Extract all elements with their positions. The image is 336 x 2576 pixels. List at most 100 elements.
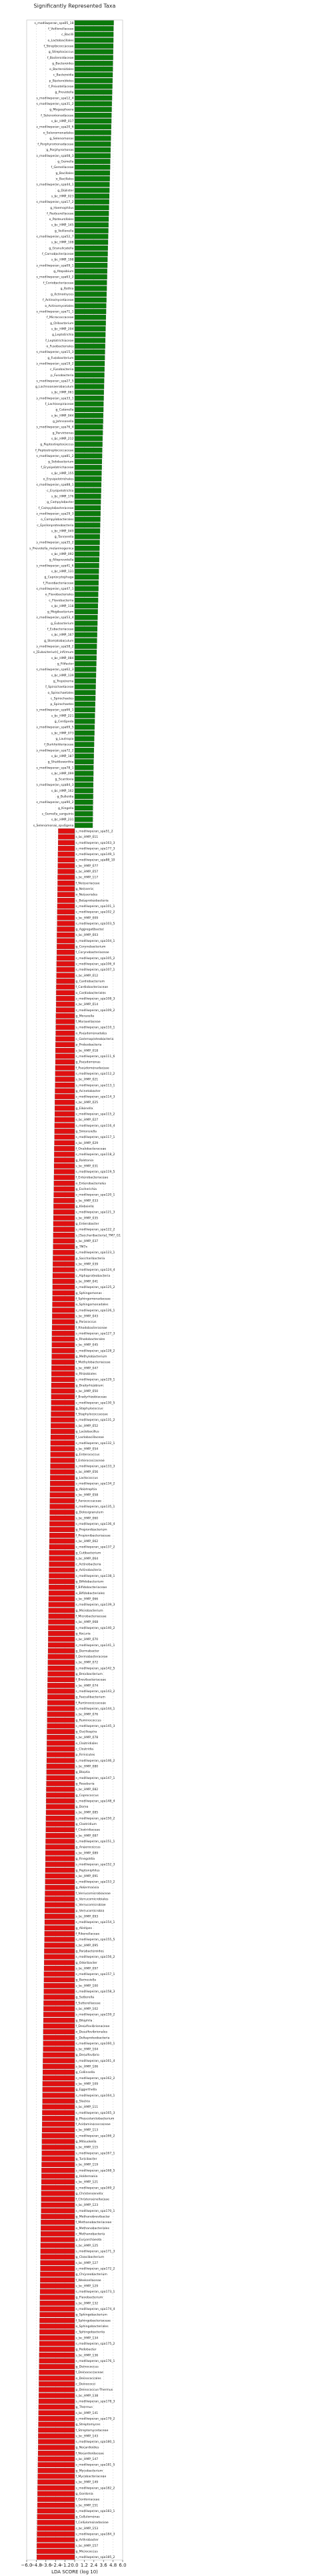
bar-label: g_Dialister bbox=[57, 189, 73, 193]
bar bbox=[74, 563, 99, 568]
bar bbox=[74, 770, 94, 776]
bar bbox=[74, 764, 94, 770]
bar bbox=[45, 1844, 75, 1850]
bar bbox=[74, 684, 96, 690]
bar-label: c_Deltaproteobacteria bbox=[76, 2036, 110, 2040]
bar bbox=[45, 1838, 75, 1844]
bar-label: f_Methanobacteriaceae bbox=[76, 2220, 112, 2224]
bar-label: s_modliwperan_spa172_2 bbox=[76, 2267, 115, 2271]
bar bbox=[41, 2133, 75, 2138]
bar bbox=[74, 713, 95, 718]
bar-label: s_modliwperan_spa158_3 bbox=[76, 1990, 115, 1994]
bar bbox=[41, 2150, 75, 2156]
bar bbox=[74, 626, 98, 632]
bar bbox=[55, 1088, 75, 1094]
bar bbox=[74, 742, 95, 747]
bar bbox=[74, 89, 113, 95]
bar-label: f_Rhodobacteraceae bbox=[76, 1326, 107, 1330]
bar bbox=[53, 1169, 75, 1175]
bar bbox=[57, 880, 75, 886]
bar-label: s_bc_HMP_087 bbox=[76, 1834, 99, 1838]
bar bbox=[45, 1862, 75, 1867]
bar bbox=[74, 61, 113, 66]
bar-label: s_modliwperan_spa107_1 bbox=[76, 968, 115, 972]
bar-label: s_modliwperan_spa69_5 bbox=[36, 726, 73, 730]
bar-label: f_Sutterellaceae bbox=[76, 2001, 101, 2005]
bar bbox=[74, 216, 109, 222]
bar bbox=[47, 1688, 75, 1694]
bar bbox=[57, 857, 75, 863]
bar-label: c_Flavobacteriia bbox=[49, 598, 73, 602]
bar-label: s_modliwperan_spa108_3 bbox=[76, 997, 115, 1001]
bar-label: s_modliwperan_spa165_3 bbox=[76, 2111, 115, 2115]
bar bbox=[49, 1486, 75, 1492]
bar bbox=[54, 1134, 75, 1140]
bar bbox=[57, 897, 75, 903]
bar bbox=[48, 1614, 75, 1619]
bar-label: s_bc_HMP_153 bbox=[76, 2527, 99, 2531]
bar bbox=[74, 597, 99, 603]
bar-label: s_modliwperan_spa144_1 bbox=[76, 1707, 115, 1711]
bar-label: s_bc_HMP_149 bbox=[76, 2481, 99, 2485]
bar bbox=[41, 2190, 75, 2196]
bar-label: s_bc_HMP_221 bbox=[51, 714, 74, 718]
bar bbox=[55, 1007, 75, 1013]
bar-label: s_modliwperan_spa153_2 bbox=[76, 1880, 115, 1884]
bar bbox=[40, 2283, 75, 2289]
bar bbox=[39, 2352, 75, 2358]
bar-label: s_modliwperan_spa124_4 bbox=[76, 1268, 115, 1272]
bar-label: g_Alistipes bbox=[76, 1926, 93, 1930]
bar bbox=[50, 1457, 75, 1463]
bar bbox=[37, 2497, 75, 2502]
bar-label: s_bc_HMP_155 bbox=[51, 472, 74, 476]
bar-label: s_bc_HMP_151 bbox=[76, 2503, 99, 2507]
bar-label: s_modliwperan_spa123_1 bbox=[76, 1251, 115, 1255]
bar bbox=[39, 2347, 75, 2352]
bar-label: f_Lachnospiraceae bbox=[45, 402, 74, 406]
bar-label: s_modliwperan_spa148_4 bbox=[76, 1799, 115, 1803]
bar bbox=[57, 863, 75, 868]
bar-label: f_Campylobacteraceae bbox=[39, 506, 74, 510]
bar-label: g_Ralstonia bbox=[76, 1159, 94, 1163]
bar-label: g_Solobacterium bbox=[48, 460, 74, 464]
bar-label: s_bc_HMP_033 bbox=[76, 1199, 99, 1203]
bar-label: s_bc_HMP_047 bbox=[76, 1366, 99, 1370]
bar-label: s_bc_HMP_127 bbox=[76, 2261, 99, 2265]
bar bbox=[74, 776, 94, 782]
bar bbox=[41, 2219, 75, 2225]
bar-label: f_Gordoniaceae bbox=[76, 2498, 100, 2502]
bar-label: c_Gammaproteobacteria bbox=[76, 1037, 114, 1041]
bar-label: g_Bacteroides bbox=[52, 61, 74, 65]
bar bbox=[41, 2156, 75, 2162]
bar bbox=[56, 984, 75, 990]
bar bbox=[74, 436, 103, 442]
bar-label: s_modliwperan_spa31_2 bbox=[36, 102, 73, 106]
bar-label: s_bc_HMP_097 bbox=[76, 1966, 99, 1970]
bar-label: s_modliwperan_spa41_6 bbox=[36, 564, 73, 568]
bar-label: g_Aggregatibacter bbox=[76, 928, 104, 932]
bar-label: s_modliwperan_spa150_2 bbox=[76, 1816, 115, 1820]
bar-label: s_bc_HMP_231 bbox=[51, 818, 74, 822]
bar-label: s_bc_HMP_095 bbox=[76, 1944, 99, 1948]
bar bbox=[43, 2029, 75, 2034]
bar bbox=[47, 1677, 75, 1683]
bar-label: s_modliwperan_spa44_1 bbox=[36, 183, 73, 187]
bar bbox=[74, 586, 99, 592]
bar-label: o_Sphingobacteriales bbox=[76, 2325, 109, 2329]
bar-label: s_bc_HMP_054 bbox=[76, 1447, 99, 1451]
bar bbox=[74, 603, 99, 609]
bar bbox=[74, 309, 107, 314]
bar-label: g_Bilophila bbox=[76, 2018, 93, 2022]
bar bbox=[42, 2121, 75, 2127]
bar-label: g_Deinococcus bbox=[76, 2365, 99, 2369]
bar-label: s_bc_HMP_011 bbox=[76, 835, 99, 839]
bar bbox=[51, 1336, 75, 1342]
bar-label: g_Fusobacterium bbox=[47, 356, 74, 360]
bar-label: p_Proteobacteria bbox=[76, 1043, 102, 1047]
bar bbox=[74, 782, 93, 788]
bar-label: s_Prevotella_melaninogenica bbox=[29, 546, 74, 550]
bar bbox=[49, 1544, 75, 1549]
bar-label: g_Parabacteroides bbox=[76, 1949, 105, 1953]
bar-label: s_bc_HMP_115 bbox=[76, 2146, 99, 2150]
bar bbox=[49, 1503, 75, 1509]
